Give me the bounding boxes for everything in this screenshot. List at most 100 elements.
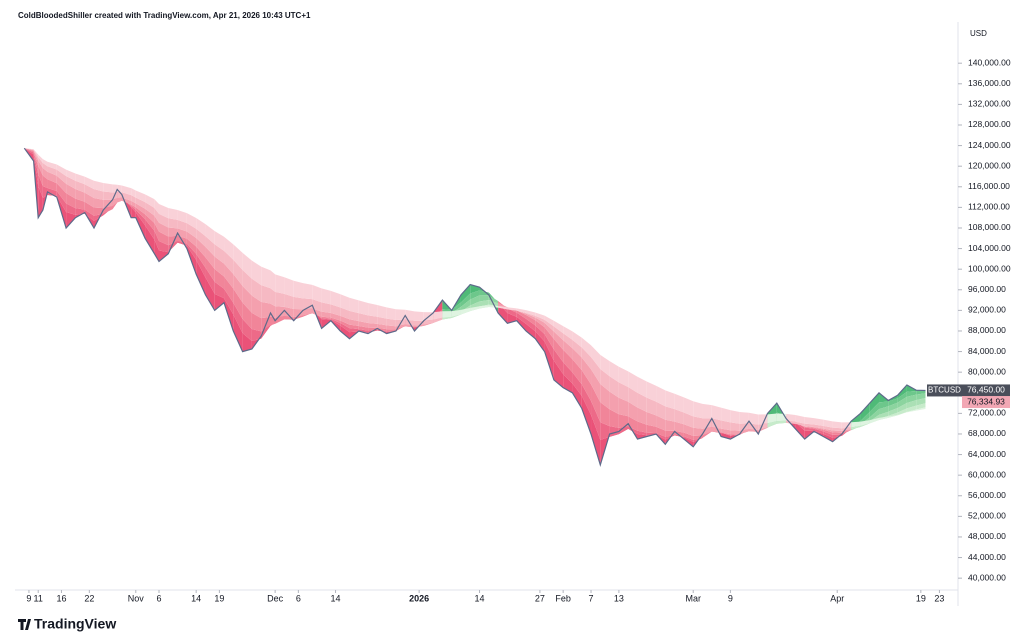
ribbon-band [646,381,657,402]
ribbon-band [572,383,582,409]
ribbon-band [154,207,160,223]
ribbon-band [646,397,657,416]
ribbon-band [358,313,369,324]
ribbon-band [906,390,917,397]
ribbon-band [535,325,545,342]
ribbon-band [525,318,536,332]
ribbon-band [284,277,294,297]
ribbon-band [386,307,396,321]
x-tick-label: 6 [156,593,161,603]
ribbon-band [544,319,554,332]
y-tick-label: 64,000.00 [968,449,1006,459]
ribbon-band [916,393,926,401]
ribbon-band [293,308,304,318]
ribbon-band [135,190,146,203]
ribbon-band [683,412,694,428]
ribbon-band [628,371,638,393]
ribbon-band [205,224,215,245]
ribbon-band [888,398,898,407]
ribbon-band [897,411,907,416]
ribbon-band [56,175,67,194]
ribbon-band [24,148,34,152]
chart-title: ColdBloodedShiller created with TradingV… [18,11,311,20]
ribbon-band [168,208,178,220]
ribbon-band [233,259,243,286]
ribbon-band [832,432,842,435]
ribbon-band [38,165,43,187]
ribbon-band [154,239,160,262]
ribbon-band [804,427,814,432]
ribbon-band [879,411,889,419]
ribbon-band [451,302,461,313]
last-price-label: 76,450.00 [967,385,1005,395]
ribbon-band [813,418,824,426]
ribbon-band [377,316,387,326]
ribbon-band [906,405,917,412]
ribbon-band [674,421,684,433]
ribbon-band [823,428,833,433]
ribbon-band [563,340,573,360]
x-tick-label: 14 [191,593,201,603]
ribbon-band [117,197,122,203]
ribbon-band [916,397,926,406]
ribbon-band [553,320,564,334]
ribbon-band [321,288,331,305]
ribbon-band [214,269,225,289]
ribbon-band [637,392,647,412]
ribbon-band [330,304,341,316]
ribbon-band [24,148,34,151]
ribbon-band [906,394,917,403]
ribbon-band [224,276,234,303]
ribbon-band [730,434,740,436]
ribbon-band [38,160,43,176]
ribbon-band [154,230,160,251]
ribbon-band [186,231,197,247]
ribbon-band [349,328,359,333]
ribbon-band [214,281,225,299]
ribbon-band [581,395,592,434]
ribbon-band [460,293,471,307]
ribbon-band [168,227,178,237]
ribbon-band [340,294,350,311]
ribbon-band [618,382,629,402]
ribbon-band [38,174,43,199]
ribbon-band [154,223,160,241]
ribbon-band [56,169,67,184]
ribbon-band [145,219,155,240]
ribbon-band [581,370,592,401]
ribbon-band [112,198,118,207]
ribbon-band [730,410,740,424]
y-tick-label: 44,000.00 [968,552,1006,562]
ribbon-band [479,295,489,302]
ribbon-band [516,310,526,315]
ribbon-band [368,323,378,328]
y-tick-label: 56,000.00 [968,490,1006,500]
ribbon-band [340,320,350,329]
ribbon-band [572,339,582,358]
price-line [23,147,926,467]
ribbon-band [553,349,564,375]
ribbon-band [507,308,517,317]
ribbon-band [618,397,629,417]
ribbon-band [56,164,67,177]
ribbon-band [721,420,731,431]
ribbon-band [591,345,601,370]
ribbon-band [897,391,907,403]
ribbon-band [261,301,271,319]
ribbon-band [916,407,926,411]
ribbon-band [600,402,610,427]
ribbon-band [721,407,731,423]
ribbon-band [702,403,712,419]
ribbon-band [159,231,169,246]
last-price-tag [962,384,1010,397]
ribbon-band [84,176,94,190]
ribbon-band [656,426,666,437]
ribbon-band [214,231,225,251]
ribbon-band [196,228,206,247]
ribbon-band [637,376,647,398]
y-tick-label: 60,000.00 [968,469,1006,479]
ribbon-band [525,310,536,316]
ribbon-band [916,390,926,395]
ribbon-band [251,260,262,286]
ribbon-band [186,213,197,229]
